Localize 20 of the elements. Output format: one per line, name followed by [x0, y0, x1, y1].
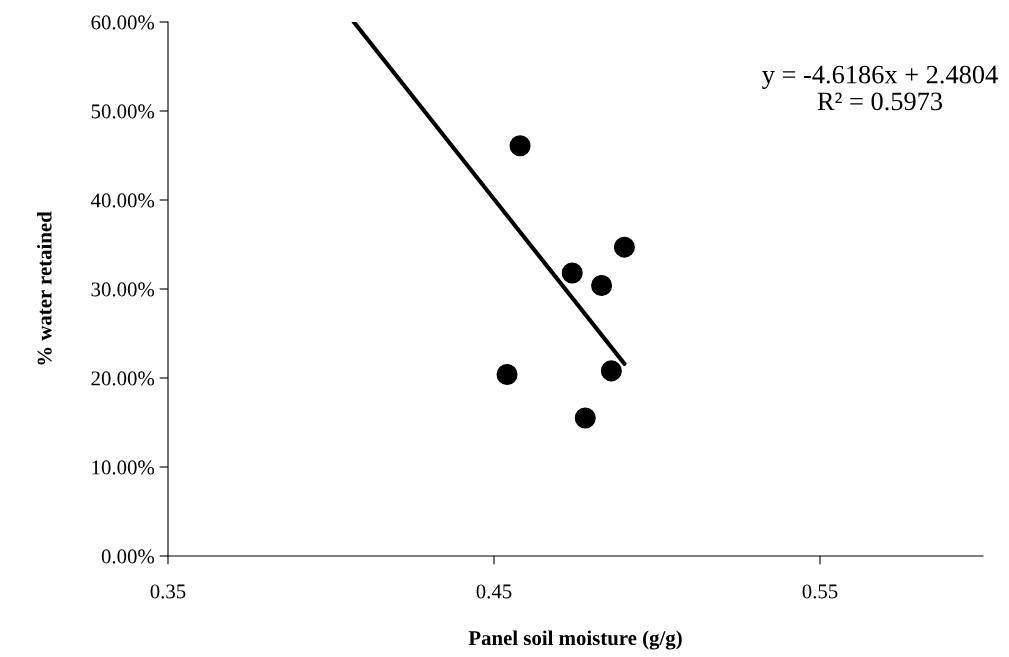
y-tick-label: 0.00%: [101, 549, 155, 564]
point: [613, 236, 635, 258]
x-tick-label: 0.45: [476, 584, 512, 599]
point: [509, 135, 531, 157]
y-tick-label: 50.00%: [91, 104, 155, 119]
annotation: y = -4.6186x + 2.4804 R² = 0.5973: [762, 65, 998, 111]
x-tick-label: 0.55: [802, 584, 838, 599]
point: [574, 407, 596, 429]
y-tick-label: 10.00%: [92, 460, 155, 475]
x-tick-label: 0.35: [150, 584, 186, 599]
y-tick-label: 30.00%: [91, 282, 155, 297]
y-tick-label: 60.00%: [91, 15, 155, 30]
point: [591, 274, 613, 296]
y-tick-label: 40.00%: [90, 193, 155, 208]
point: [496, 363, 518, 385]
point: [600, 360, 622, 382]
point: [561, 262, 583, 284]
y-tick-label: 20.00%: [91, 371, 155, 386]
x-axis-title: Panel soil moisture (g/g): [468, 630, 682, 650]
y-axis-title: % water retained: [36, 211, 52, 365]
